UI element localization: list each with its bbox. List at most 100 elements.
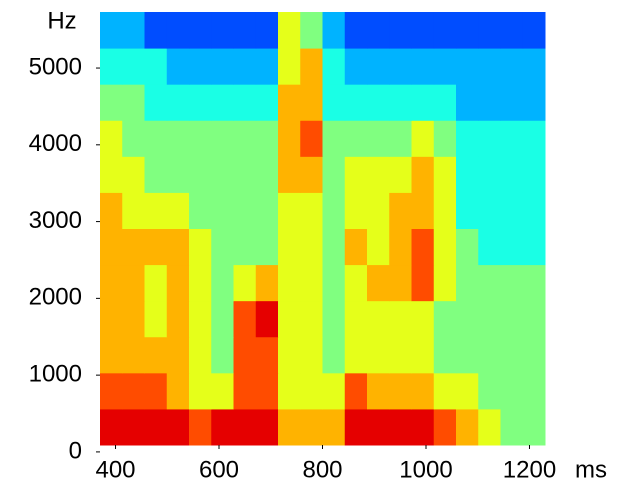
cell [233, 12, 257, 49]
cell [411, 12, 435, 49]
cell [367, 84, 390, 121]
cell [189, 408, 212, 446]
cell [456, 336, 479, 374]
cell [367, 264, 390, 302]
cell [522, 192, 546, 229]
cell [166, 12, 190, 49]
spectrogram [100, 12, 546, 446]
cell [478, 300, 501, 338]
cell [456, 300, 479, 338]
cell [500, 48, 524, 85]
cell [300, 300, 323, 338]
cell [411, 264, 435, 302]
cell [344, 372, 368, 410]
cell [322, 48, 346, 85]
cell [367, 120, 390, 157]
cell [100, 12, 123, 49]
cell [500, 12, 524, 49]
y-tick-label: 3000 [29, 207, 82, 234]
cell [144, 120, 168, 157]
cell [255, 192, 279, 229]
cell [100, 300, 123, 338]
x-tick-label: 400 [95, 456, 135, 483]
cell [211, 48, 234, 85]
cell [278, 264, 301, 302]
cell [411, 192, 435, 229]
cell [456, 12, 479, 49]
cell [189, 300, 212, 338]
cell [255, 228, 279, 266]
cell [500, 264, 524, 302]
cell [233, 300, 257, 338]
cell [322, 408, 346, 446]
cell [166, 336, 190, 374]
cell [122, 156, 145, 193]
cell [233, 120, 257, 157]
cell [478, 84, 501, 121]
cell [344, 192, 368, 229]
cell [389, 84, 412, 121]
cell [144, 336, 168, 374]
cell [322, 84, 346, 121]
cell [411, 408, 435, 446]
cell [100, 192, 123, 229]
cell [367, 372, 390, 410]
cell [211, 120, 234, 157]
cell [478, 156, 501, 193]
cell [433, 408, 457, 446]
cell [278, 156, 301, 193]
cell [389, 264, 412, 302]
cell [189, 156, 212, 193]
cell [433, 12, 457, 49]
cell [278, 300, 301, 338]
cell [367, 336, 390, 374]
cell [122, 192, 145, 229]
cell [233, 228, 257, 266]
cell [322, 264, 346, 302]
cell [100, 156, 123, 193]
cell [233, 372, 257, 410]
cell [478, 192, 501, 229]
cell [255, 120, 279, 157]
y-axis-label: Hz [47, 7, 76, 34]
cell [478, 264, 501, 302]
cell [278, 84, 301, 121]
cell [100, 228, 123, 266]
y-tick-label: 2000 [29, 284, 82, 311]
cell [166, 156, 190, 193]
cell [189, 336, 212, 374]
cell [278, 372, 301, 410]
cell [500, 336, 524, 374]
cell [344, 300, 368, 338]
cell [122, 120, 145, 157]
cell [211, 228, 234, 266]
cell [255, 300, 279, 338]
cell [344, 264, 368, 302]
x-tick-label: 600 [199, 456, 239, 483]
cell [322, 300, 346, 338]
cell [300, 48, 323, 85]
cell [322, 12, 346, 49]
cell [522, 156, 546, 193]
cell [211, 264, 234, 302]
cell [389, 156, 412, 193]
cell [278, 192, 301, 229]
cell [233, 192, 257, 229]
cell [211, 336, 234, 374]
cell [100, 264, 123, 302]
cell [522, 84, 546, 121]
cell [433, 336, 457, 374]
cell [211, 300, 234, 338]
cell [389, 48, 412, 85]
cell [278, 12, 301, 49]
cell [456, 84, 479, 121]
cell [144, 300, 168, 338]
cell [278, 336, 301, 374]
cell [100, 372, 123, 410]
cell [255, 408, 279, 446]
cell [367, 228, 390, 266]
cell [389, 12, 412, 49]
x-axis-label: ms [575, 456, 607, 483]
y-tick-label: 1000 [29, 360, 82, 387]
